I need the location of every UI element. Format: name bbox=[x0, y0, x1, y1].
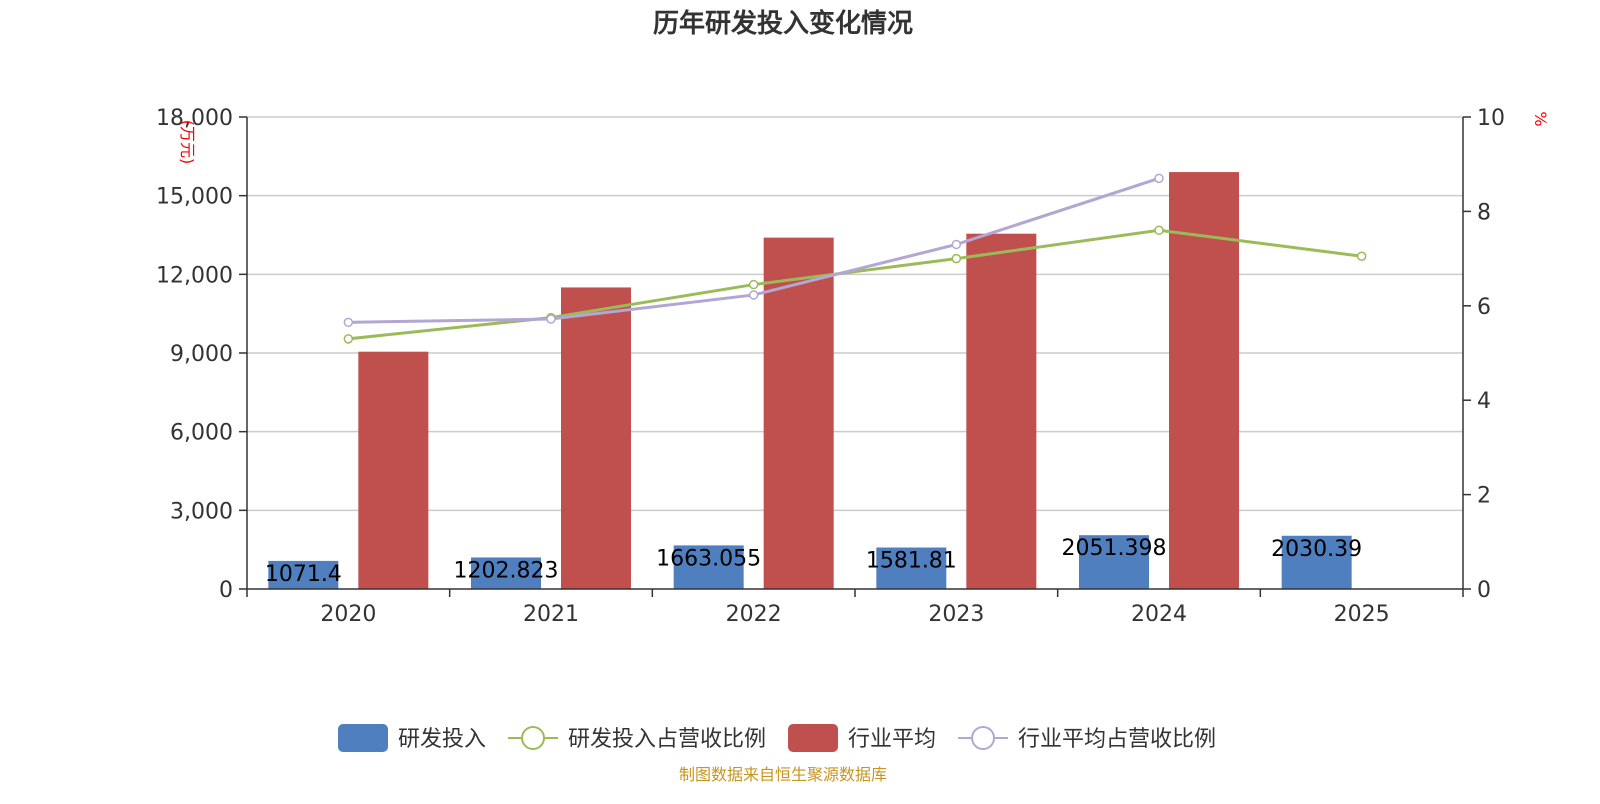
right-axis-tick-label: 6 bbox=[1477, 295, 1491, 320]
x-axis-tick-label: 2025 bbox=[1334, 602, 1390, 627]
bar bbox=[1169, 172, 1239, 590]
right-axis-tick-label: 8 bbox=[1477, 200, 1491, 225]
left-axis-tick-label: 18,000 bbox=[156, 106, 233, 131]
x-axis-tick-label: 2020 bbox=[320, 602, 376, 627]
x-axis-tick-label: 2024 bbox=[1131, 602, 1187, 627]
line-point bbox=[343, 334, 354, 344]
bar-data-label: 2030.39 bbox=[1271, 537, 1362, 562]
line-point bbox=[546, 314, 556, 324]
legend-swatch-bar bbox=[788, 724, 839, 752]
left-axis-tick-label: 6,000 bbox=[170, 421, 233, 446]
bar bbox=[1079, 535, 1149, 589]
right-axis-unit: % bbox=[1531, 111, 1550, 126]
right-axis-tick-label: 10 bbox=[1477, 106, 1505, 131]
axes: 0 3,000 6,000 9,000 12,000 15,000 18,000 0 2 4 6 8 1… bbox=[156, 106, 1505, 627]
legend-label: 行业平均占营收比例 bbox=[1018, 727, 1216, 752]
grid-lines bbox=[247, 116, 1463, 512]
bar bbox=[268, 560, 339, 589]
right-axis-tick-label: 0 bbox=[1477, 578, 1491, 603]
legend-swatch-bar bbox=[338, 724, 388, 752]
bar-data-label: 1581.81 bbox=[866, 549, 957, 574]
left-axis-tick-label: 12,000 bbox=[156, 263, 233, 288]
line-point bbox=[951, 239, 962, 250]
legend-label: 行业平均 bbox=[848, 727, 936, 752]
left-axis-tick-label: 3,000 bbox=[170, 499, 233, 524]
line-point bbox=[748, 290, 759, 300]
series-line bbox=[348, 176, 1160, 324]
bar bbox=[966, 233, 1037, 589]
x-axis-tick-label: 2023 bbox=[928, 602, 984, 627]
line-point bbox=[1154, 173, 1164, 184]
bar-data-label: 1663.055 bbox=[656, 546, 761, 571]
bar-data-label: 2051.398 bbox=[1062, 536, 1167, 561]
bar bbox=[763, 237, 834, 589]
left-axis-unit: (万元) bbox=[178, 120, 197, 165]
line-point bbox=[748, 279, 759, 290]
bar bbox=[471, 557, 541, 589]
left-axis-tick-label: 15,000 bbox=[156, 185, 233, 210]
line-point bbox=[951, 253, 962, 264]
series-line bbox=[348, 228, 1362, 341]
left-axis-tick-label: 9,000 bbox=[170, 342, 233, 367]
legend: 研发投入 研发投入占营收比例 行业平均 行业平均占营收比例 bbox=[338, 724, 1216, 752]
legend-swatch-marker bbox=[521, 726, 546, 750]
left-axis-tick-label: 0 bbox=[219, 578, 233, 603]
x-axis-tick-label: 2022 bbox=[726, 602, 782, 627]
bar-data-label: 1071.4 bbox=[265, 562, 342, 587]
line-point bbox=[1154, 225, 1164, 236]
bar bbox=[561, 287, 631, 589]
legend-swatch-marker bbox=[971, 726, 996, 750]
bars bbox=[268, 172, 1352, 590]
line-point bbox=[1356, 251, 1367, 261]
chart-title: 历年研发投入变化情况 bbox=[653, 8, 913, 39]
legend-label: 研发投入占营收比例 bbox=[568, 727, 766, 752]
bar bbox=[673, 545, 744, 589]
bar bbox=[1281, 535, 1352, 589]
bar-data-label: 1202.823 bbox=[454, 558, 559, 583]
bar bbox=[876, 547, 947, 589]
source-note: 制图数据来自恒生聚源数据库 bbox=[679, 765, 887, 784]
right-axis-tick-label: 2 bbox=[1477, 484, 1491, 509]
right-axis-tick-label: 4 bbox=[1477, 389, 1491, 414]
bar bbox=[358, 351, 429, 589]
series-lines bbox=[343, 173, 1367, 344]
line-point bbox=[343, 317, 354, 328]
legend-label: 研发投入 bbox=[398, 727, 486, 752]
data-labels: 1071.4 1202.823 1663.055 1581.81 2051.398 203… bbox=[265, 536, 1362, 587]
x-axis-tick-label: 2021 bbox=[523, 602, 579, 627]
